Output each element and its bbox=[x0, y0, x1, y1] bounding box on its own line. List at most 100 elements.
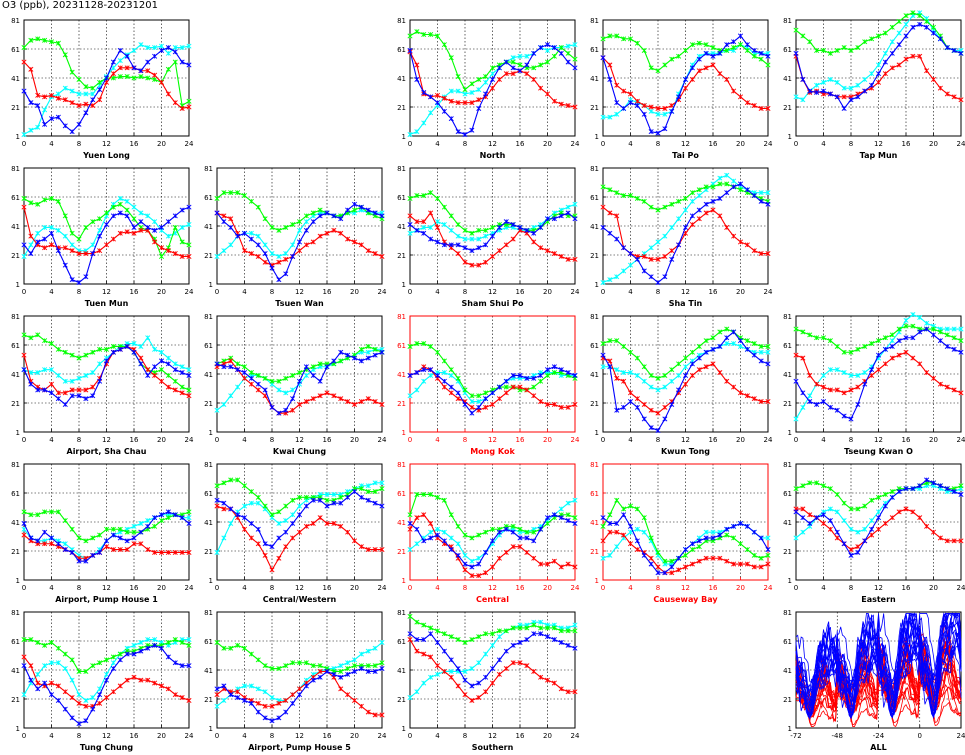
data-point bbox=[648, 65, 654, 71]
data-point bbox=[303, 213, 309, 219]
data-point bbox=[841, 390, 847, 396]
data-point bbox=[669, 201, 675, 207]
data-point bbox=[503, 378, 509, 384]
data-point bbox=[186, 520, 192, 526]
data-point bbox=[807, 88, 813, 94]
data-point bbox=[848, 47, 854, 53]
data-point bbox=[469, 262, 475, 268]
data-point bbox=[407, 526, 413, 532]
data-point bbox=[476, 87, 482, 93]
data-point bbox=[696, 193, 702, 199]
data-point bbox=[944, 486, 950, 492]
data-point bbox=[538, 62, 544, 68]
data-point bbox=[379, 547, 385, 553]
data-point bbox=[372, 346, 378, 352]
data-point bbox=[152, 642, 158, 648]
data-point bbox=[69, 69, 75, 75]
data-point bbox=[345, 671, 351, 677]
data-point bbox=[744, 547, 750, 553]
data-point bbox=[28, 335, 34, 341]
data-point bbox=[614, 213, 620, 219]
data-point bbox=[165, 686, 171, 692]
data-point bbox=[517, 384, 523, 390]
data-point bbox=[614, 33, 620, 39]
y-tick-label: 81 bbox=[204, 313, 213, 321]
data-point bbox=[510, 236, 516, 242]
data-point bbox=[296, 503, 303, 509]
data-point bbox=[834, 47, 840, 53]
data-point bbox=[28, 512, 34, 518]
data-point bbox=[186, 637, 192, 643]
data-point bbox=[600, 36, 606, 42]
data-point bbox=[28, 100, 34, 106]
data-point bbox=[124, 65, 130, 71]
x-axis-label: Central bbox=[476, 595, 509, 604]
data-point bbox=[724, 526, 730, 532]
data-point bbox=[676, 361, 682, 367]
x-tick-label: 4 bbox=[435, 584, 440, 592]
data-point bbox=[724, 335, 730, 341]
data-point bbox=[186, 62, 192, 68]
data-point bbox=[614, 82, 620, 88]
data-point bbox=[62, 401, 68, 407]
data-point bbox=[841, 85, 847, 91]
data-point bbox=[744, 338, 750, 344]
data-point bbox=[35, 230, 41, 236]
x-tick-label: 8 bbox=[463, 732, 467, 740]
data-point bbox=[903, 349, 909, 355]
data-point bbox=[924, 477, 930, 483]
data-point bbox=[97, 87, 103, 93]
data-point bbox=[565, 500, 571, 506]
all-series-line bbox=[795, 645, 962, 715]
data-point bbox=[214, 483, 220, 489]
y-tick-label: 41 bbox=[590, 371, 599, 379]
data-point bbox=[228, 692, 234, 698]
data-point bbox=[489, 401, 496, 407]
data-point bbox=[551, 637, 557, 643]
data-point bbox=[338, 663, 344, 669]
data-point bbox=[696, 343, 702, 349]
data-point bbox=[269, 718, 275, 724]
data-point bbox=[848, 552, 854, 558]
data-point bbox=[917, 483, 923, 489]
data-point bbox=[621, 506, 627, 512]
data-point bbox=[276, 378, 282, 384]
data-point bbox=[379, 666, 385, 672]
data-point bbox=[407, 520, 413, 526]
data-point bbox=[469, 127, 475, 133]
data-point bbox=[131, 75, 137, 81]
data-point bbox=[544, 59, 551, 65]
data-point bbox=[351, 355, 358, 361]
data-point bbox=[248, 375, 254, 381]
data-point bbox=[407, 372, 413, 378]
data-point bbox=[345, 399, 351, 405]
data-point bbox=[110, 204, 116, 210]
data-point bbox=[69, 242, 75, 248]
data-point bbox=[42, 94, 48, 100]
x-tick-label: 0 bbox=[601, 140, 605, 148]
data-point bbox=[90, 535, 96, 541]
data-point bbox=[951, 346, 957, 352]
data-point bbox=[48, 509, 55, 515]
data-point bbox=[428, 31, 434, 38]
data-point bbox=[455, 129, 461, 135]
data-point bbox=[255, 372, 261, 378]
data-point bbox=[124, 343, 130, 349]
data-point bbox=[131, 47, 137, 53]
data-point bbox=[483, 390, 489, 396]
data-point bbox=[669, 401, 675, 407]
data-point bbox=[882, 520, 888, 526]
x-tick-label: 8 bbox=[77, 584, 81, 592]
data-point bbox=[510, 529, 516, 535]
data-point bbox=[55, 645, 61, 651]
data-point bbox=[558, 213, 564, 219]
data-point bbox=[338, 674, 344, 680]
data-point bbox=[28, 535, 34, 541]
data-point bbox=[841, 370, 847, 376]
data-point bbox=[303, 494, 309, 500]
y-tick-label: 41 bbox=[397, 75, 406, 83]
data-point bbox=[758, 190, 764, 196]
data-point bbox=[455, 683, 461, 689]
data-point bbox=[793, 50, 799, 56]
